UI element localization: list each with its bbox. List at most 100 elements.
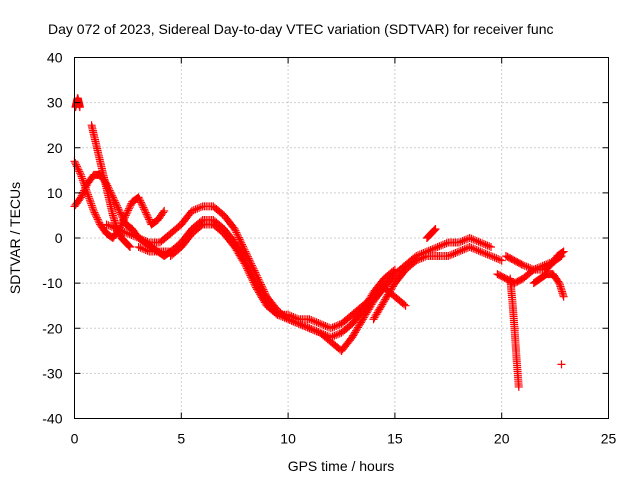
data-point (446, 251, 455, 260)
data-point (487, 252, 496, 261)
data-point (234, 249, 243, 258)
data-point (94, 217, 103, 226)
data-point (355, 320, 364, 329)
data-point (233, 231, 242, 240)
data-point (527, 264, 536, 273)
data-point (139, 203, 148, 212)
data-point (305, 324, 314, 333)
data-point (114, 205, 123, 214)
data-point (400, 300, 409, 309)
y-axis-label: SDTVAR / TECUs (7, 182, 23, 294)
data-point (125, 242, 134, 251)
data-point (479, 249, 488, 258)
data-point (76, 170, 85, 179)
data-point (387, 285, 396, 294)
data-point (143, 237, 152, 246)
data-point (335, 329, 344, 338)
data-point (230, 224, 239, 233)
data-point (291, 313, 300, 322)
data-point (104, 221, 113, 230)
data-point (471, 245, 479, 254)
data-point (118, 227, 127, 236)
y-tick-label: -40 (42, 411, 62, 427)
data-point (233, 230, 242, 239)
data-point (160, 206, 169, 215)
data-point (307, 315, 316, 324)
data-point (232, 246, 241, 255)
data-point (415, 255, 424, 264)
data-point (328, 323, 337, 332)
data-point (86, 197, 95, 206)
data-point (141, 208, 150, 217)
data-point (384, 290, 393, 299)
series-track-9 (369, 243, 506, 324)
data-point (140, 206, 149, 215)
data-point (462, 235, 471, 244)
data-point (134, 193, 143, 202)
data-point (428, 245, 437, 254)
data-point (142, 210, 151, 219)
data-point (123, 229, 132, 238)
data-point (111, 224, 120, 233)
data-point (124, 206, 133, 215)
data-point (245, 269, 254, 278)
data-point (430, 226, 439, 235)
data-point (319, 321, 328, 330)
series-track-15 (557, 360, 566, 369)
data-point (412, 256, 421, 265)
data-point (125, 202, 134, 211)
data-point (440, 240, 449, 249)
x-tick-label: 20 (494, 431, 510, 447)
data-point (240, 245, 249, 254)
data-point (247, 274, 256, 283)
data-point (522, 262, 531, 271)
data-point (437, 241, 446, 250)
data-point (71, 158, 80, 167)
data-point (233, 247, 242, 256)
y-tick-label: 0 (55, 230, 63, 246)
data-point (116, 208, 125, 217)
data-point (138, 244, 147, 253)
data-point (76, 169, 85, 178)
data-point (118, 213, 127, 222)
data-point (370, 313, 379, 322)
data-point (490, 253, 499, 262)
data-point (472, 246, 481, 255)
data-point (462, 244, 471, 253)
data-point (333, 321, 342, 330)
data-point (115, 225, 123, 234)
data-point (435, 242, 444, 251)
data-point (383, 292, 392, 301)
data-point (93, 215, 102, 224)
data-point (122, 228, 131, 237)
data-point (141, 246, 150, 255)
data-point (254, 288, 263, 297)
data-point (474, 246, 483, 255)
data-point (235, 235, 244, 244)
data-point (458, 237, 467, 246)
data-point (78, 176, 87, 185)
data-point (377, 302, 386, 311)
data-point (259, 296, 268, 305)
data-point (251, 281, 260, 290)
data-point (485, 251, 494, 260)
series-track-7 (166, 220, 410, 333)
ticks: -40 -30 -20 -10 0 10 20 30 40 0 5 10 15 20 25 (42, 50, 616, 447)
y-tick-label: 20 (47, 140, 63, 156)
data-point (73, 164, 82, 173)
data-point (478, 248, 487, 257)
x-tick-label: 0 (71, 431, 79, 447)
data-point (454, 238, 463, 247)
data-point (354, 323, 363, 332)
data-point (193, 204, 202, 213)
series-track-14 (506, 274, 523, 391)
y-tick-label: 40 (47, 50, 63, 66)
data-point (449, 249, 458, 258)
data-point (326, 324, 335, 333)
data-point (85, 196, 94, 205)
data-point (230, 243, 239, 252)
data-point (92, 213, 101, 222)
data-point (119, 215, 128, 224)
x-tick-label: 25 (601, 431, 617, 447)
